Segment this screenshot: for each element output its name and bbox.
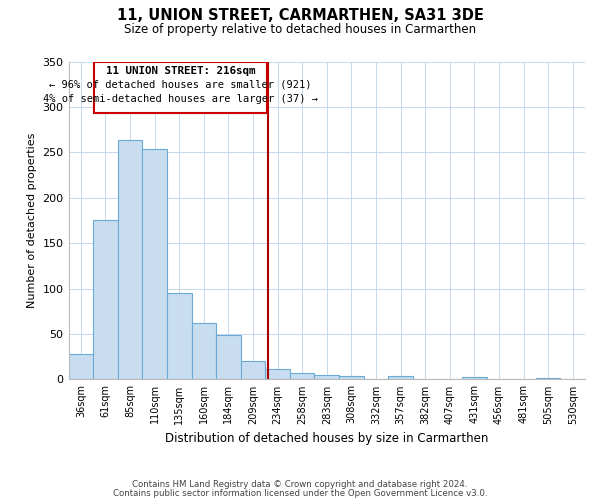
Bar xyxy=(167,293,191,380)
Bar xyxy=(191,323,216,380)
FancyBboxPatch shape xyxy=(94,62,267,114)
Bar xyxy=(142,148,167,380)
Bar xyxy=(536,378,560,380)
X-axis label: Distribution of detached houses by size in Carmarthen: Distribution of detached houses by size … xyxy=(165,432,488,445)
Text: Size of property relative to detached houses in Carmarthen: Size of property relative to detached ho… xyxy=(124,22,476,36)
Text: ← 96% of detached houses are smaller (921): ← 96% of detached houses are smaller (92… xyxy=(49,79,311,89)
Bar xyxy=(462,376,487,380)
Bar xyxy=(68,354,93,380)
Bar xyxy=(265,368,290,380)
Text: 11, UNION STREET, CARMARTHEN, SA31 3DE: 11, UNION STREET, CARMARTHEN, SA31 3DE xyxy=(116,8,484,22)
Text: Contains HM Land Registry data © Crown copyright and database right 2024.: Contains HM Land Registry data © Crown c… xyxy=(132,480,468,489)
Bar xyxy=(339,376,364,380)
Bar xyxy=(388,376,413,380)
Text: Contains public sector information licensed under the Open Government Licence v3: Contains public sector information licen… xyxy=(113,488,487,498)
Bar xyxy=(314,375,339,380)
Text: 11 UNION STREET: 216sqm: 11 UNION STREET: 216sqm xyxy=(106,66,255,76)
Bar xyxy=(216,335,241,380)
Bar xyxy=(241,362,265,380)
Bar xyxy=(290,373,314,380)
Bar xyxy=(93,220,118,380)
Y-axis label: Number of detached properties: Number of detached properties xyxy=(27,133,37,308)
Bar xyxy=(118,140,142,380)
Text: 4% of semi-detached houses are larger (37) →: 4% of semi-detached houses are larger (3… xyxy=(43,94,318,104)
